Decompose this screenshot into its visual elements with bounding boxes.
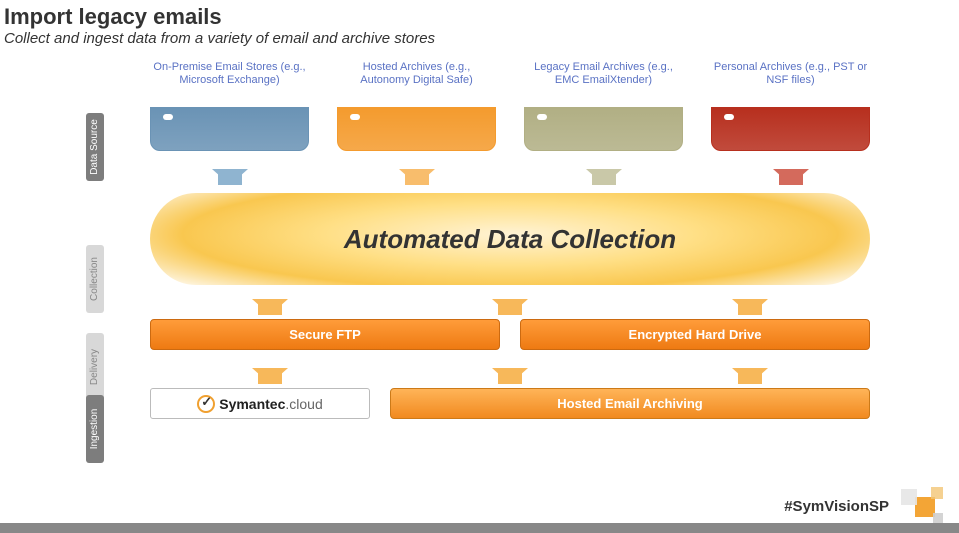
delivery-box: Secure FTP xyxy=(150,319,500,350)
decorative-square xyxy=(931,487,943,499)
source-col: Personal Archives (e.g., PST or NSF file… xyxy=(711,61,870,151)
source-label: Legacy Email Archives (e.g., EMC EmailXt… xyxy=(524,61,683,101)
arrow-cell xyxy=(524,157,683,185)
source-body xyxy=(337,107,496,151)
down-arrow-icon xyxy=(773,169,809,185)
arrow-cell xyxy=(150,157,309,185)
side-label-delivery: Delivery xyxy=(86,333,104,401)
source-label: Hosted Archives (e.g., Autonomy Digital … xyxy=(337,61,496,101)
down-arrow-icon xyxy=(399,169,435,185)
down-arrow-icon xyxy=(732,299,768,315)
down-arrow-icon xyxy=(492,299,528,315)
arrow-cell xyxy=(150,287,390,315)
down-arrow-icon xyxy=(252,299,288,315)
arrow-cell xyxy=(390,287,630,315)
arrow-cell xyxy=(630,356,870,384)
source-body xyxy=(711,107,870,151)
down-arrow-icon xyxy=(586,169,622,185)
arrow-cell xyxy=(630,287,870,315)
footer-squares xyxy=(899,487,945,525)
diagram: Data Source Collection Delivery Ingestio… xyxy=(110,61,870,419)
symantec-suffix: .cloud xyxy=(285,396,322,412)
collection-cloud: Automated Data Collection xyxy=(150,193,870,285)
page-subtitle: Collect and ingest data from a variety o… xyxy=(0,30,959,53)
hosted-archiving-box: Hosted Email Archiving xyxy=(390,388,870,419)
arrow-cell xyxy=(390,356,630,384)
source-body xyxy=(150,107,309,151)
down-arrow-icon xyxy=(252,368,288,384)
source-row: On-Premise Email Stores (e.g., Microsoft… xyxy=(150,61,870,151)
source-col: Hosted Archives (e.g., Autonomy Digital … xyxy=(337,61,496,151)
side-label-collection: Collection xyxy=(86,245,104,313)
hashtag: #SymVisionSP xyxy=(784,498,889,515)
decorative-square xyxy=(901,489,917,505)
down-arrow-icon xyxy=(492,368,528,384)
collection-title: Automated Data Collection xyxy=(344,224,676,255)
arrow-cell xyxy=(711,157,870,185)
check-icon xyxy=(197,395,215,413)
footer: #SymVisionSP xyxy=(784,487,945,525)
page-title: Import legacy emails xyxy=(0,0,959,30)
symantec-cloud-logo: Symantec.cloud xyxy=(150,388,370,419)
source-arrow-row xyxy=(150,157,870,185)
delivery-row: Secure FTP Encrypted Hard Drive xyxy=(150,319,870,350)
arrow-cell xyxy=(150,356,390,384)
decorative-square xyxy=(915,497,935,517)
down-arrow-icon xyxy=(212,169,248,185)
bottom-band xyxy=(0,523,959,533)
ingestion-row: Symantec.cloud Hosted Email Archiving xyxy=(150,388,870,419)
source-col: On-Premise Email Stores (e.g., Microsoft… xyxy=(150,61,309,151)
source-label: On-Premise Email Stores (e.g., Microsoft… xyxy=(150,61,309,101)
source-label: Personal Archives (e.g., PST or NSF file… xyxy=(711,61,870,101)
side-label-ingestion: Ingestion xyxy=(86,395,104,463)
collection-arrow-row xyxy=(150,287,870,315)
arrow-cell xyxy=(337,157,496,185)
delivery-box: Encrypted Hard Drive xyxy=(520,319,870,350)
symantec-text: Symantec.cloud xyxy=(219,396,323,412)
source-col: Legacy Email Archives (e.g., EMC EmailXt… xyxy=(524,61,683,151)
decorative-square xyxy=(933,513,943,523)
symantec-prefix: Symantec xyxy=(219,396,285,412)
down-arrow-icon xyxy=(732,368,768,384)
source-body xyxy=(524,107,683,151)
delivery-arrow-row xyxy=(150,356,870,384)
side-label-data-source: Data Source xyxy=(86,113,104,181)
